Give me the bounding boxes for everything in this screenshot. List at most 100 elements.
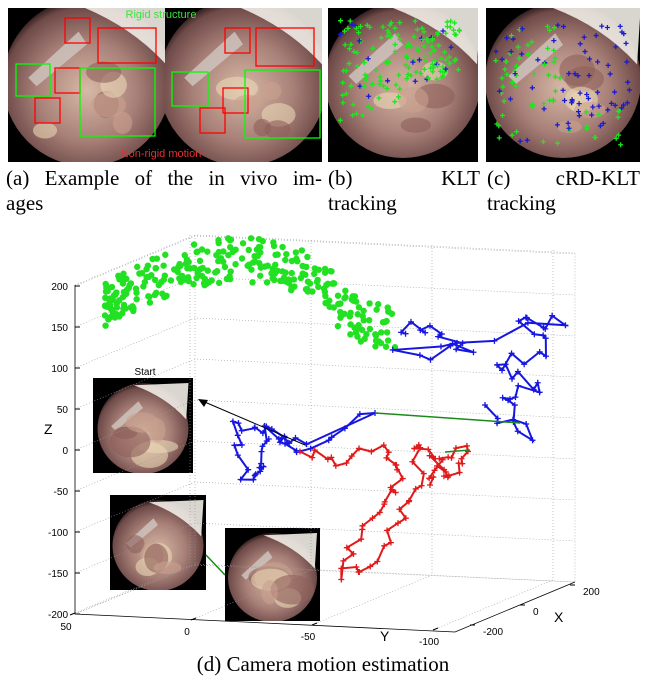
instrument [84, 8, 165, 64]
marker [343, 544, 350, 551]
marker [355, 445, 362, 452]
point [256, 243, 264, 251]
grid-line [311, 245, 433, 626]
x-tick-label: 0 [533, 607, 539, 618]
marker [515, 382, 522, 389]
marker [584, 91, 590, 97]
photo [486, 8, 640, 158]
point [161, 293, 168, 301]
marker [392, 461, 399, 468]
marker [443, 66, 449, 72]
tissue-blob [261, 81, 282, 100]
point [372, 331, 379, 338]
point [302, 271, 309, 278]
point [384, 337, 392, 344]
marker [555, 140, 561, 146]
marker [389, 346, 396, 353]
point [323, 281, 330, 289]
marker [257, 468, 264, 475]
overlay-label: Rigid structure [126, 9, 197, 21]
marker [350, 112, 356, 118]
marker [436, 42, 442, 48]
point [106, 301, 114, 309]
marker [384, 33, 390, 39]
z-tick-label: -150 [48, 569, 68, 580]
marker [515, 44, 521, 50]
point [375, 301, 382, 308]
point [226, 236, 234, 244]
caption: (c) cRD-KLT [487, 166, 640, 190]
marker [552, 88, 558, 94]
marker [361, 83, 367, 89]
marker [438, 331, 445, 338]
point [196, 257, 204, 265]
marker [366, 93, 372, 99]
marker [463, 442, 470, 449]
marker [360, 112, 366, 118]
marker [540, 324, 547, 331]
grid-line [74, 399, 576, 451]
marker [450, 27, 456, 33]
marker [425, 39, 431, 45]
marker [453, 56, 459, 62]
point [279, 268, 286, 275]
point [177, 262, 184, 270]
tissue-blob [253, 118, 272, 137]
marker [348, 83, 354, 89]
point [298, 247, 306, 254]
marker [422, 53, 428, 59]
point [112, 291, 119, 298]
instrument [552, 8, 640, 65]
point [303, 263, 310, 271]
marker [340, 557, 347, 564]
marker [529, 102, 535, 108]
point [239, 240, 247, 247]
marker [231, 442, 238, 449]
marker [328, 434, 335, 441]
marker [529, 39, 535, 45]
marker [626, 87, 632, 93]
point [288, 285, 295, 292]
marker [599, 23, 605, 29]
point [107, 295, 115, 302]
marker [251, 425, 258, 432]
marker [385, 449, 392, 456]
marker [427, 356, 434, 363]
instrument [148, 500, 204, 537]
marker [576, 113, 582, 119]
axis-box [74, 285, 576, 633]
point [366, 325, 374, 333]
marker [547, 97, 553, 103]
point [249, 279, 256, 286]
point [190, 241, 198, 248]
marker [359, 526, 366, 533]
marker [399, 475, 406, 482]
marker [367, 563, 374, 570]
grid-line [74, 563, 576, 615]
marker [398, 329, 405, 336]
marker [494, 415, 501, 422]
marker [503, 58, 509, 64]
point [155, 281, 163, 289]
point [193, 274, 200, 282]
point [245, 246, 252, 254]
point [130, 307, 137, 315]
y-tick-label: -50 [301, 632, 316, 643]
marker [434, 76, 440, 82]
point [269, 275, 276, 282]
marker [508, 49, 514, 55]
point [133, 289, 140, 296]
marker [575, 73, 581, 79]
point [292, 249, 300, 256]
point [190, 264, 198, 272]
marker [443, 30, 449, 36]
marker [414, 45, 420, 51]
point [215, 279, 223, 287]
marker [258, 460, 265, 467]
tissue-blob [153, 561, 182, 575]
point [127, 280, 135, 287]
point [337, 300, 344, 307]
point [160, 276, 168, 283]
point [123, 275, 130, 283]
marker [616, 132, 622, 138]
